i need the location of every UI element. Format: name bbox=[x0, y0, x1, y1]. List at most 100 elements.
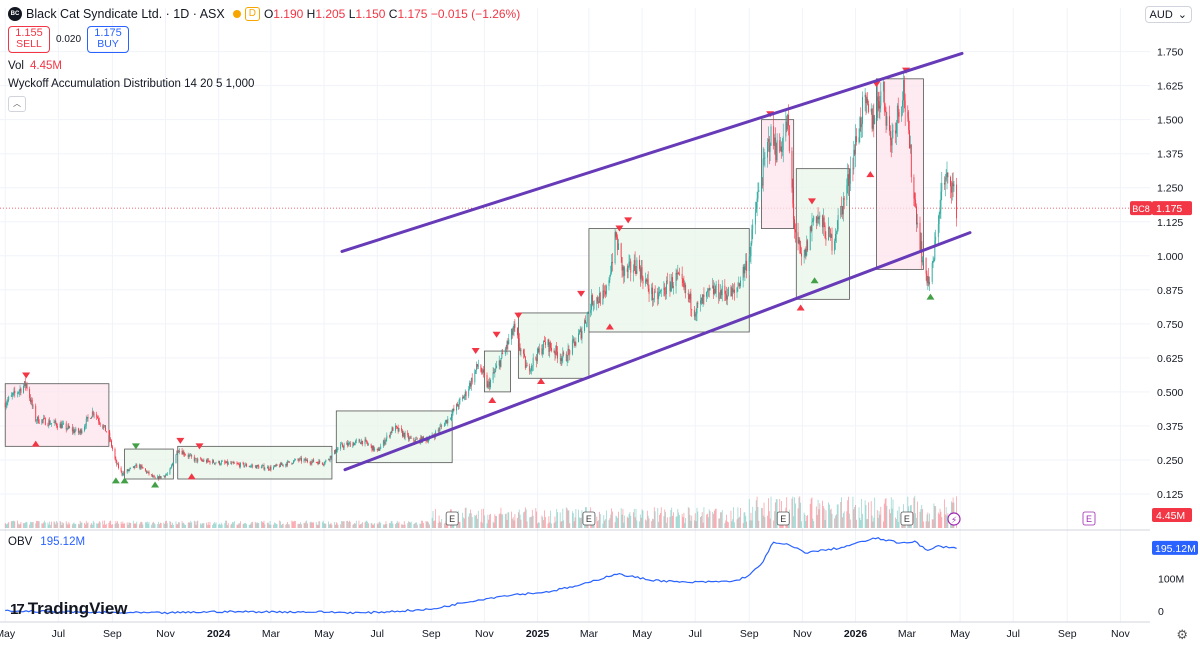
candle-body bbox=[75, 428, 77, 432]
volume-bar bbox=[797, 508, 799, 528]
candle-body bbox=[179, 450, 180, 453]
trend-channel[interactable] bbox=[340, 51, 972, 472]
candle-body bbox=[706, 290, 708, 293]
candle-body bbox=[896, 122, 897, 134]
volume-bar bbox=[441, 518, 443, 528]
volume-bar bbox=[604, 520, 606, 528]
volume-bar bbox=[878, 511, 880, 528]
volume-bar bbox=[756, 496, 758, 528]
volume-bar bbox=[312, 522, 314, 528]
volume-bar bbox=[376, 523, 378, 528]
candle-body bbox=[77, 428, 79, 433]
volume-bar bbox=[18, 524, 20, 528]
y-tick-label: 0.750 bbox=[1157, 319, 1183, 331]
volume-bar bbox=[239, 523, 240, 528]
candle-body bbox=[91, 416, 92, 419]
volume-bar bbox=[517, 517, 518, 528]
obv-legend[interactable]: OBV 195.12M bbox=[8, 536, 86, 548]
candle-body bbox=[627, 266, 629, 272]
volume-bar bbox=[69, 523, 71, 528]
volume-bar bbox=[496, 515, 497, 528]
gear-icon[interactable]: ⚙ bbox=[1176, 627, 1188, 642]
candle-body bbox=[123, 472, 125, 475]
candle-body bbox=[447, 418, 449, 424]
volume-bar bbox=[132, 520, 134, 528]
volume-bar bbox=[946, 515, 948, 528]
candle-body bbox=[26, 383, 28, 390]
time-axis[interactable]: MayJulSepNov2024MarMayJulSepNov2025MarMa… bbox=[0, 628, 1130, 640]
candle-body bbox=[818, 217, 820, 220]
candle-body bbox=[800, 245, 802, 254]
volume-legend[interactable]: Vol 4.45M bbox=[8, 60, 62, 72]
currency-selector[interactable]: AUD ⌄ bbox=[1144, 6, 1192, 23]
candle-body bbox=[407, 432, 409, 436]
candle-body bbox=[152, 476, 154, 477]
candle-body bbox=[445, 419, 447, 422]
candle-body bbox=[416, 438, 418, 440]
volume-bar bbox=[30, 521, 31, 528]
candle-body bbox=[437, 429, 439, 432]
candle-body bbox=[919, 222, 921, 250]
volume-bar bbox=[365, 521, 367, 528]
volume-bar bbox=[614, 522, 616, 528]
candle-body bbox=[506, 341, 508, 349]
x-tick-label: Jul bbox=[52, 628, 65, 640]
wyckoff-legend[interactable]: Wyckoff Accumulation Distribution 14 20 … bbox=[8, 78, 255, 90]
candle-body bbox=[880, 91, 882, 106]
candle-body bbox=[361, 440, 363, 445]
volume-bar bbox=[11, 521, 13, 528]
wyckoff-boxes bbox=[4, 78, 924, 480]
candle-body bbox=[874, 117, 876, 125]
candle-body bbox=[386, 435, 388, 439]
candle-body bbox=[605, 285, 607, 295]
volume-bar bbox=[368, 523, 369, 528]
volume-bar bbox=[464, 507, 466, 528]
candle-body bbox=[774, 137, 775, 146]
candle-body bbox=[276, 464, 278, 466]
candle-body bbox=[544, 340, 545, 343]
volume-bar bbox=[206, 524, 208, 528]
chevron-up-icon[interactable]: ︿ bbox=[8, 96, 26, 112]
candle-body bbox=[654, 291, 656, 293]
sell-button[interactable]: 1.155 SELL bbox=[8, 26, 50, 53]
candle-body bbox=[816, 217, 818, 223]
volume-bar bbox=[561, 520, 563, 528]
candle-body bbox=[130, 467, 132, 469]
volume-bar bbox=[275, 523, 277, 528]
symbol-title[interactable]: Black Cat Syndicate Ltd. · 1D · ASX bbox=[26, 7, 225, 21]
volume-bar bbox=[476, 514, 477, 528]
candle-body bbox=[846, 185, 848, 200]
volume-bar bbox=[848, 496, 849, 528]
candle-body bbox=[152, 475, 153, 477]
candle-body bbox=[463, 396, 464, 399]
buy-button[interactable]: 1.175 BUY bbox=[87, 26, 130, 53]
volume-bar bbox=[99, 522, 101, 528]
candle-body bbox=[873, 115, 875, 125]
volume-bar bbox=[569, 523, 571, 528]
x-tick-label: Nov bbox=[793, 628, 812, 640]
candle-body bbox=[127, 469, 129, 471]
obv-tick-label: 100M bbox=[1158, 574, 1184, 586]
volume-bar bbox=[543, 520, 545, 528]
volume-bar bbox=[102, 520, 104, 528]
tradingview-mark-icon: 17 bbox=[10, 600, 25, 618]
price-axis[interactable]: 0.1250.2500.3750.5000.6250.7500.8751.000… bbox=[1130, 0, 1200, 645]
candle-body bbox=[87, 417, 89, 419]
future-earnings-label: E bbox=[1086, 514, 1092, 524]
candle-body bbox=[19, 388, 21, 391]
candle-body bbox=[352, 443, 354, 447]
candle-body bbox=[810, 226, 812, 231]
volume-bar bbox=[115, 520, 117, 528]
candle-body bbox=[232, 462, 234, 463]
volume-bar bbox=[456, 522, 458, 528]
candle-body bbox=[799, 239, 801, 246]
volume-bar bbox=[36, 520, 37, 528]
candle-body bbox=[297, 459, 299, 460]
candle-body bbox=[837, 215, 839, 230]
volume-bar bbox=[864, 500, 866, 528]
volume-bar bbox=[17, 520, 18, 528]
candle-body bbox=[787, 114, 789, 126]
candle-body bbox=[428, 439, 430, 442]
tradingview-logo[interactable]: 17 TradingView bbox=[10, 599, 128, 618]
